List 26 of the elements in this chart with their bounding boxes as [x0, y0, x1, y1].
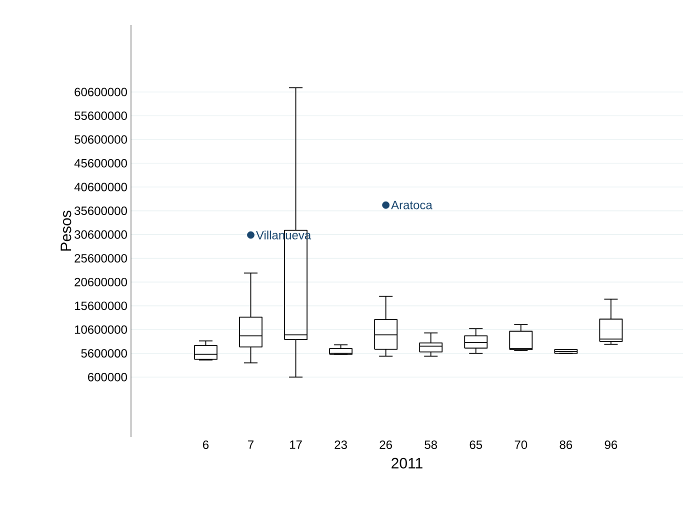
y-tick-label: 40600000 [74, 182, 127, 192]
x-tick-label: 86 [560, 440, 572, 450]
x-tick-label: 23 [334, 440, 347, 450]
x-tick-label: 7 [248, 440, 254, 449]
x-tick-label: 17 [290, 440, 302, 449]
annotation: Aratoca [391, 200, 432, 210]
y-tick-label: 10600000 [74, 325, 127, 334]
x-tick-label: 6 [203, 440, 209, 450]
y-tick-label: 30600000 [74, 230, 127, 239]
x-tick-label: 96 [604, 440, 618, 450]
x-tick-label: 58 [424, 440, 438, 450]
y-tick-label: 20600000 [74, 278, 127, 286]
x-tick-label: 26 [380, 440, 392, 450]
y-tick-label: 55600000 [74, 112, 127, 120]
y-tick-label: 45600000 [74, 159, 127, 168]
y-axis-title: Pesos [60, 210, 72, 251]
x-tick-label: 65 [470, 440, 482, 450]
y-tick-label: 35600000 [74, 206, 127, 216]
x-axis-title: 2011 [392, 458, 422, 468]
y-tick-label: 50600000 [74, 135, 127, 144]
y-tick-label: 25600000 [74, 254, 127, 263]
y-tick-label: 60600000 [74, 88, 127, 96]
y-tick-label: 5600000 [81, 349, 127, 358]
x-tick-label: 70 [514, 440, 528, 450]
y-tick-label: 15600000 [74, 302, 127, 310]
y-tick-label: 600000 [88, 372, 127, 382]
